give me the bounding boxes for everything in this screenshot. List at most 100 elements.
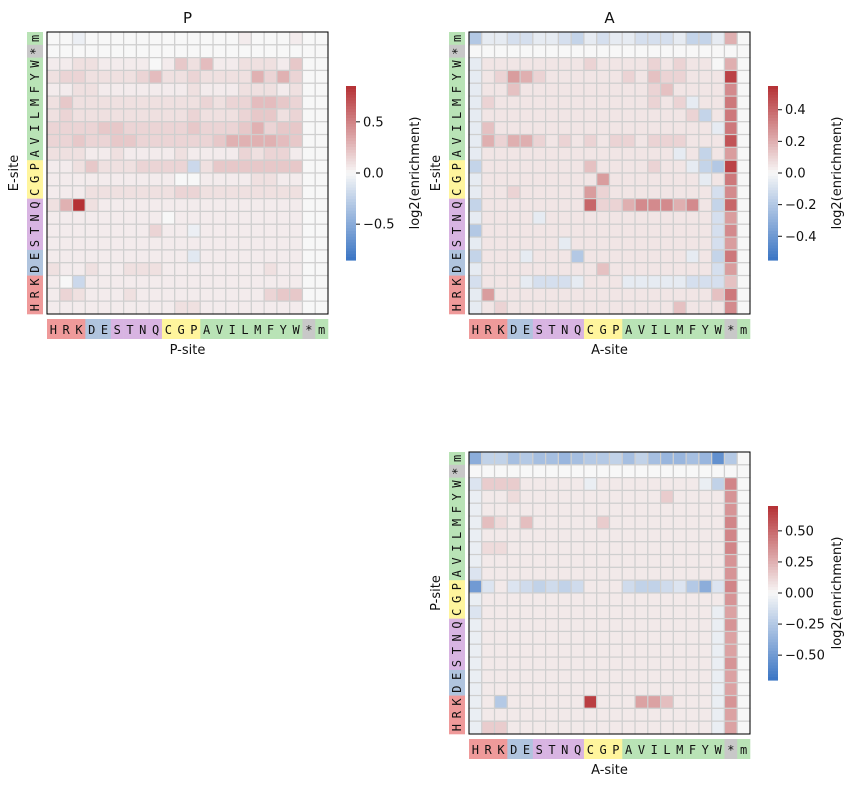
heatmap-cell <box>545 464 560 479</box>
x-tick-box <box>520 739 534 759</box>
heatmap-cell <box>685 477 700 492</box>
heatmap-cell <box>711 95 726 110</box>
colorbar-segment <box>768 231 778 235</box>
heatmap-cell <box>711 464 726 479</box>
y-tick-box <box>449 32 465 46</box>
heatmap-cell <box>557 528 572 543</box>
colorbar-segment <box>346 207 356 212</box>
x-tick-box <box>98 319 112 339</box>
x-tick-box <box>494 319 508 339</box>
heatmap-cell <box>493 236 508 251</box>
heatmap-cell <box>123 172 138 187</box>
heatmap-cell <box>583 249 598 264</box>
heatmap-cell <box>506 694 521 709</box>
x-tick-box <box>200 319 214 339</box>
heatmap-cell <box>481 515 496 530</box>
heatmap-cell <box>301 95 316 110</box>
heatmap-cell <box>123 262 138 277</box>
heatmap-cell <box>557 210 572 225</box>
y-tick-box <box>449 477 465 491</box>
heatmap-cell <box>493 528 508 543</box>
heatmap-cell <box>519 121 534 136</box>
heatmap-cell <box>250 172 265 187</box>
heatmap-cell <box>608 553 623 568</box>
heatmap-cell <box>583 669 598 684</box>
heatmap-cell <box>672 630 687 645</box>
heatmap-cell <box>174 236 189 251</box>
heatmap-cell <box>621 69 636 84</box>
y-tick-label: V <box>450 137 464 144</box>
heatmap-cell <box>659 720 674 735</box>
heatmap-cell <box>59 262 74 277</box>
heatmap-cell <box>212 159 227 174</box>
colorbar-segment <box>768 665 778 669</box>
heatmap-cell <box>711 223 726 238</box>
heatmap-cell <box>698 618 713 633</box>
colorbar-segment <box>768 245 778 249</box>
heatmap-cell <box>672 605 687 620</box>
heatmap-cell <box>659 133 674 148</box>
heatmap-cell <box>263 133 278 148</box>
heatmap-cell <box>596 159 611 174</box>
heatmap-cell <box>557 223 572 238</box>
heatmap-cell <box>276 249 291 264</box>
x-tick-label: m <box>740 743 747 757</box>
heatmap-cell <box>186 223 201 238</box>
heatmap-cell <box>301 262 316 277</box>
heatmap-cell <box>263 95 278 110</box>
heatmap-cell <box>123 108 138 123</box>
heatmap-cell <box>161 69 176 84</box>
heatmap-cell <box>468 69 483 84</box>
heatmap-cell <box>583 185 598 200</box>
y-tick-box <box>449 682 465 696</box>
heatmap-cell <box>468 249 483 264</box>
colorbar-segment <box>768 117 778 122</box>
heatmap-cell <box>289 300 304 315</box>
heatmap-cell <box>519 172 534 187</box>
heatmap-cell <box>711 108 726 123</box>
heatmap-cell <box>608 57 623 72</box>
y-tick-label: m <box>28 35 42 42</box>
heatmap-cell <box>493 630 508 645</box>
heatmap-cell <box>301 236 316 251</box>
x-tick-box <box>507 739 521 759</box>
heatmap-cell <box>545 643 560 658</box>
heatmap-cell <box>237 108 252 123</box>
colorbar-segment <box>768 622 778 626</box>
heatmap-cell <box>557 618 572 633</box>
y-tick-box <box>449 147 465 161</box>
heatmap-cell <box>468 669 483 684</box>
heatmap-cell <box>506 108 521 123</box>
heatmap-cell <box>723 236 738 251</box>
heatmap-cell <box>481 108 496 123</box>
heatmap-cell <box>698 82 713 97</box>
heatmap-cell <box>698 300 713 315</box>
heatmap-cell <box>621 720 636 735</box>
heatmap-cell <box>647 592 662 607</box>
heatmap-cell <box>59 172 74 187</box>
heatmap-cell <box>493 185 508 200</box>
heatmap-cell <box>634 566 649 581</box>
heatmap-cell <box>161 300 176 315</box>
heatmap-cell <box>59 249 74 264</box>
y-tick-box <box>27 173 43 187</box>
heatmap-cell <box>557 236 572 251</box>
heatmap-cell <box>685 287 700 302</box>
heatmap-cell <box>659 82 674 97</box>
heatmap-cell <box>659 489 674 504</box>
heatmap-cell <box>596 108 611 123</box>
heatmap-cell <box>570 566 585 581</box>
heatmap-cell <box>84 223 99 238</box>
heatmap-cell <box>621 198 636 213</box>
heatmap-cell <box>46 133 61 148</box>
heatmap-cell <box>570 682 585 697</box>
heatmap-cell <box>621 477 636 492</box>
heatmap-cell <box>110 172 125 187</box>
heatmap-cell <box>532 121 547 136</box>
x-tick-label: M <box>676 743 683 757</box>
heatmap-cell <box>314 249 329 264</box>
x-tick-box <box>110 319 124 339</box>
heatmap-cell <box>685 108 700 123</box>
heatmap-cell <box>736 185 751 200</box>
colorbar-segment <box>768 242 778 247</box>
